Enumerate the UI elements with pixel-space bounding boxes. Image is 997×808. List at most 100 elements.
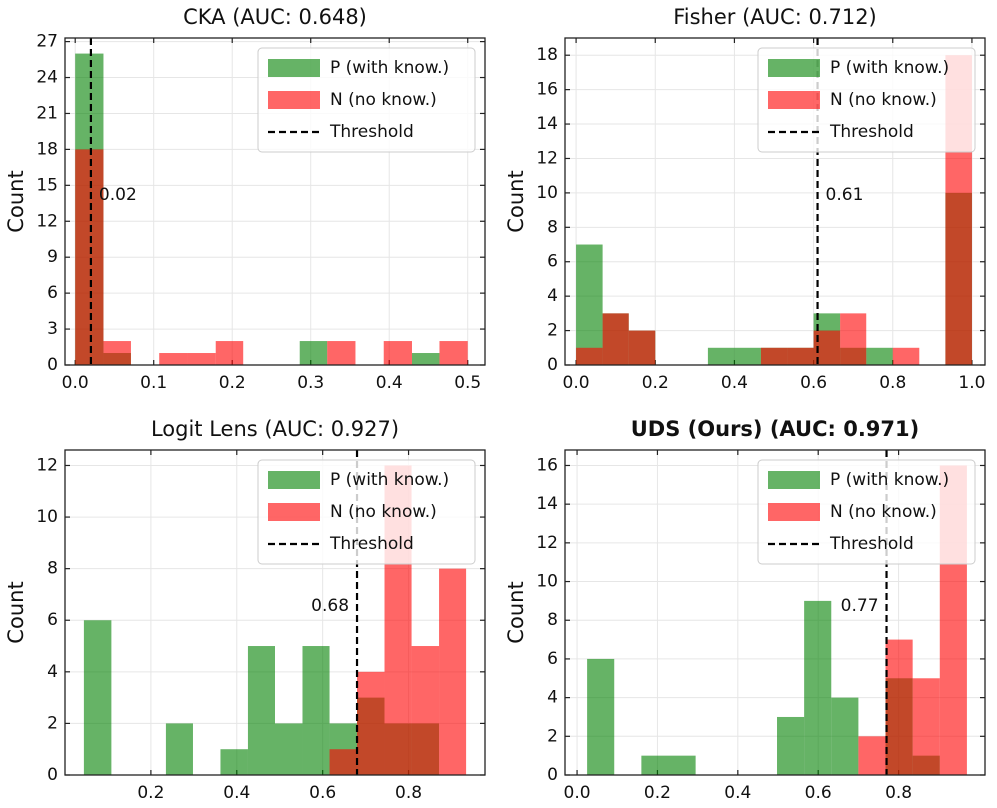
- histogram-bar: [327, 341, 356, 365]
- threshold-label: 0.68: [311, 596, 349, 616]
- histogram-bar: [602, 313, 629, 365]
- x-tick-label: 1.0: [958, 373, 985, 393]
- y-tick-label: 18: [36, 139, 58, 159]
- y-tick-label: 2: [547, 726, 558, 746]
- legend-label: Threshold: [329, 122, 414, 142]
- y-tick-label: 12: [536, 148, 558, 168]
- axes-frame: [564, 37, 986, 366]
- x-tick-label: 0.2: [644, 783, 671, 803]
- histogram-bar: [707, 347, 735, 365]
- histogram-bar: [220, 749, 248, 775]
- histogram-bar: [831, 697, 859, 775]
- y-tick-label: 10: [536, 572, 558, 592]
- x-tick-label: 0.2: [137, 783, 164, 803]
- legend-swatch: [268, 59, 320, 77]
- histogram-bar: [804, 600, 832, 775]
- histogram-bar: [760, 347, 788, 365]
- histogram-bar: [587, 658, 615, 775]
- x-tick-label: 0.2: [642, 373, 669, 393]
- y-tick-label: 0: [547, 355, 558, 375]
- legend-swatch: [268, 471, 320, 489]
- histogram-bar: [885, 639, 913, 775]
- histogram-bar: [628, 330, 656, 365]
- axes-frame: [64, 449, 486, 776]
- histogram-bar: [439, 341, 468, 365]
- histogram-bar: [187, 353, 216, 365]
- legend-swatch: [268, 91, 320, 109]
- y-tick-label: 4: [47, 662, 58, 682]
- y-tick-label: 14: [536, 494, 558, 514]
- y-axis-label: Count: [4, 581, 28, 643]
- x-tick-label: 0.0: [62, 373, 89, 393]
- histogram-bar: [734, 347, 761, 365]
- x-tick-label: 0.3: [297, 373, 324, 393]
- y-tick-label: 0: [47, 355, 58, 375]
- x-tick-label: 0.0: [563, 373, 590, 393]
- legend-label: N (no know.): [330, 502, 437, 522]
- histogram-bar: [576, 244, 603, 365]
- subplot-title: UDS (Ours) (AUC: 0.971): [631, 417, 919, 441]
- legend-label: P (with know.): [830, 470, 949, 490]
- y-tick-label: 0: [47, 765, 58, 785]
- histogram-bar: [858, 736, 886, 775]
- histogram-bar: [329, 749, 358, 775]
- y-axis-label: Count: [504, 170, 528, 232]
- y-tick-label: 8: [547, 217, 558, 237]
- x-tick-label: 0.2: [219, 373, 246, 393]
- histogram-bar: [439, 568, 467, 775]
- x-tick-label: 0.4: [223, 783, 250, 803]
- y-tick-label: 12: [536, 533, 558, 553]
- histogram-bar: [411, 646, 440, 775]
- y-tick-label: 10: [36, 507, 58, 527]
- x-tick-label: 0.6: [805, 783, 832, 803]
- histogram-bar: [383, 341, 412, 365]
- y-tick-label: 6: [547, 649, 558, 669]
- legend-swatch: [768, 471, 820, 489]
- x-tick-label: 0.4: [376, 373, 403, 393]
- legend-swatch: [768, 91, 820, 109]
- y-tick-label: 4: [547, 286, 558, 306]
- x-tick-label: 0.8: [885, 783, 912, 803]
- y-tick-label: 6: [47, 283, 58, 303]
- histogram-bar: [892, 347, 920, 365]
- histogram-bar: [165, 723, 193, 775]
- y-tick-label: 18: [536, 45, 558, 65]
- y-tick-label: 6: [547, 252, 558, 272]
- subplot: Logit Lens (AUC: 0.927) Count 0 2 4 6 8 10 12 0.2…: [4, 417, 486, 803]
- histogram-bar: [275, 723, 303, 775]
- x-tick-label: 0.8: [395, 783, 422, 803]
- x-tick-label: 0.1: [140, 373, 167, 393]
- histogram-bar: [215, 341, 244, 365]
- legend-label: Threshold: [829, 122, 914, 142]
- y-tick-label: 15: [36, 175, 58, 195]
- y-tick-label: 21: [36, 103, 58, 123]
- histogram-bar: [247, 646, 275, 775]
- x-tick-label: 0.8: [879, 373, 906, 393]
- legend-swatch: [768, 59, 820, 77]
- y-tick-label: 8: [47, 559, 58, 579]
- y-tick-label: 27: [36, 32, 58, 52]
- legend-label: N (no know.): [830, 90, 937, 110]
- x-tick-label: 0.4: [721, 373, 748, 393]
- legend-label: P (with know.): [830, 58, 949, 78]
- histogram-bar: [641, 755, 669, 775]
- subplot-title: Logit Lens (AUC: 0.927): [151, 417, 399, 441]
- y-tick-label: 0: [547, 765, 558, 785]
- y-tick-label: 3: [47, 319, 58, 339]
- histogram-bar: [787, 347, 814, 365]
- legend-label: Threshold: [829, 534, 914, 554]
- y-tick-label: 10: [536, 183, 558, 203]
- y-tick-label: 2: [47, 713, 58, 733]
- subplot: Fisher (AUC: 0.712) Count 0 2 4 6 8 10 12 14 16 18 0…: [504, 5, 986, 393]
- y-tick-label: 9: [47, 247, 58, 267]
- x-tick-label: 0.5: [454, 373, 481, 393]
- histogram-bar: [299, 341, 328, 365]
- x-tick-label: 0.4: [724, 783, 751, 803]
- legend-label: N (no know.): [830, 502, 937, 522]
- axes-frame: [64, 37, 486, 366]
- histogram-bar: [777, 716, 805, 775]
- subplot-title: Fisher (AUC: 0.712): [673, 5, 877, 29]
- y-tick-label: 2: [547, 321, 558, 341]
- y-tick-label: 6: [47, 610, 58, 630]
